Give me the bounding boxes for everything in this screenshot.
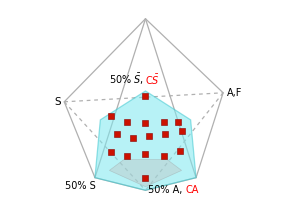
Text: CA: CA (185, 185, 199, 195)
Text: 50% $\bar{S}$,: 50% $\bar{S}$, (110, 72, 146, 87)
Polygon shape (95, 91, 196, 190)
Text: 50% S: 50% S (65, 181, 96, 191)
Text: A,F: A,F (227, 88, 242, 98)
Text: C$\bar{S}$: C$\bar{S}$ (146, 73, 160, 87)
Text: S: S (54, 97, 61, 107)
Polygon shape (110, 160, 182, 187)
Text: 50% A,: 50% A, (148, 185, 185, 195)
